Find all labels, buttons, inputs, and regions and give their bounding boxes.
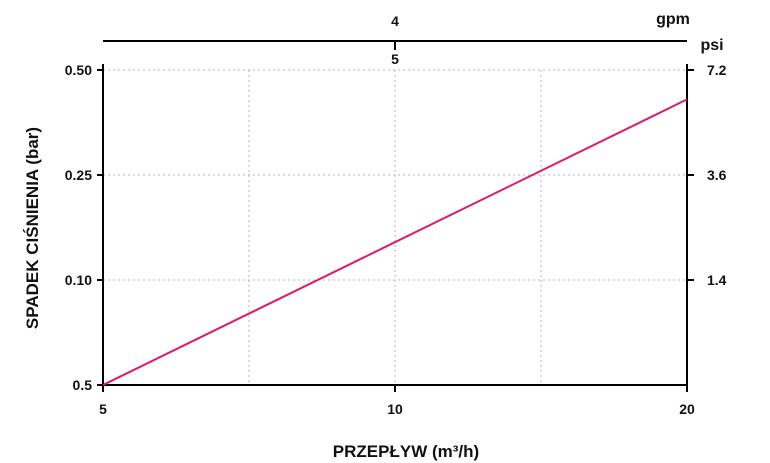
y-right-tick-label: 3.6 <box>707 167 727 183</box>
top-gpm-unit-label: gpm <box>656 11 690 28</box>
series-line-0 <box>102 98 688 386</box>
grid-lines <box>103 69 687 385</box>
y-right-tick-label: 7.2 <box>707 62 727 78</box>
x-tick-label: 20 <box>679 401 695 417</box>
x-tick-labels: 5 10 20 <box>99 401 695 417</box>
y-left-tick-label: 0.50 <box>65 62 92 78</box>
y-left-tick-labels: 0.50 0.25 0.10 0.5 <box>65 62 92 393</box>
series-layer <box>102 98 688 386</box>
y-right-unit-label: psi <box>700 37 723 54</box>
y-right-tick-labels: 7.2 3.6 1.4 <box>707 62 727 288</box>
axes <box>102 40 688 386</box>
x-tick-label: 10 <box>387 401 403 417</box>
y-left-tick-label: 0.5 <box>73 377 93 393</box>
y-left-tick-label: 0.25 <box>65 167 92 183</box>
x-tick-label: 5 <box>99 401 107 417</box>
y-right-tick-label: 1.4 <box>707 272 727 288</box>
y-left-tick-label: 0.10 <box>65 272 92 288</box>
tick-marks <box>97 41 694 392</box>
top-gpm-tick-label: 5 <box>391 51 399 67</box>
x-axis-title: PRZEPŁYW (m³/h) <box>333 442 479 461</box>
y-axis-title: SPADEK CIŚNIENIA (bar) <box>23 127 42 329</box>
top-gpm-tick-label: 4 <box>391 13 399 29</box>
